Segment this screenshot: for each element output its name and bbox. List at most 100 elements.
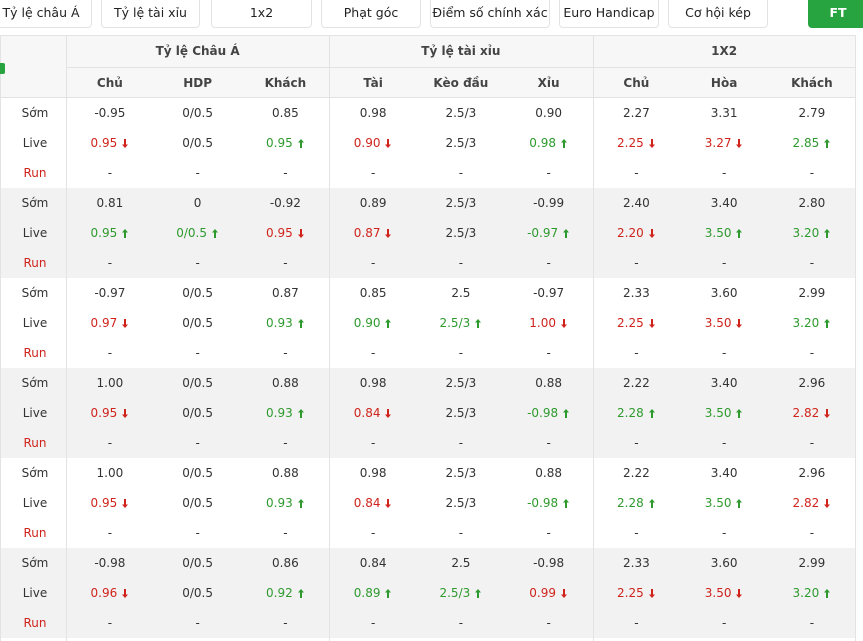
odds-value: 0.96 bbox=[90, 586, 118, 600]
odds-cell: - bbox=[370, 256, 376, 270]
trend-arrow bbox=[122, 138, 129, 148]
odds-cell: -0.97 bbox=[505, 218, 593, 248]
tab[interactable]: Tỷ lệ tài xỉu bbox=[101, 0, 200, 28]
row-label: Live bbox=[22, 316, 48, 330]
odds-cell: 2.96 bbox=[798, 376, 826, 390]
block-bg bbox=[0, 188, 855, 278]
odds-value: 3.20 bbox=[792, 586, 820, 600]
trend-arrow bbox=[824, 588, 831, 598]
odds-cell: -0.98 bbox=[533, 556, 565, 570]
odds-cell: 0.86 bbox=[272, 556, 299, 570]
odds-cell: - bbox=[721, 346, 727, 360]
odds-value: 0.98 bbox=[529, 136, 556, 150]
arrow-shape bbox=[385, 588, 392, 598]
odds-cell: 3.40 bbox=[710, 196, 738, 210]
odds-value: 1.00 bbox=[529, 316, 556, 330]
tab[interactable]: Phạt góc bbox=[321, 0, 421, 28]
arrow-shape bbox=[297, 498, 304, 508]
odds-cell: - bbox=[195, 346, 200, 360]
trend-arrow bbox=[122, 588, 129, 598]
odds-value: 3.50 bbox=[704, 496, 732, 510]
arrow-shape bbox=[385, 228, 392, 238]
column-header: Khách bbox=[791, 76, 833, 90]
odds-value: 2.82 bbox=[792, 496, 820, 510]
odds-cell: 2.5 bbox=[451, 556, 471, 570]
odds-cell: - bbox=[634, 616, 639, 630]
odds-cell: 3.31 bbox=[710, 106, 738, 120]
odds-value: -0.98 bbox=[527, 406, 559, 420]
trend-arrow bbox=[385, 498, 392, 508]
arrow-shape bbox=[385, 318, 392, 328]
odds-cell: 2.28 bbox=[593, 488, 681, 518]
arrow-shape bbox=[385, 138, 392, 148]
odds-cell: -0.98 bbox=[505, 398, 593, 428]
odds-cell: 2.82 bbox=[768, 398, 856, 428]
odds-cell: - bbox=[458, 166, 464, 180]
tab[interactable]: 1x2 bbox=[211, 0, 312, 28]
odds-value: 3.50 bbox=[704, 316, 732, 330]
arrow-shape bbox=[736, 138, 743, 148]
odds-value: -0.98 bbox=[527, 496, 559, 510]
odds-cell: 3.50 bbox=[680, 398, 768, 428]
odds-cell: 2.5/3 bbox=[445, 106, 477, 120]
odds-cell: - bbox=[546, 436, 551, 450]
block-bg bbox=[0, 458, 855, 548]
arrow-shape bbox=[475, 318, 482, 328]
odds-value: 0.95 bbox=[266, 226, 293, 240]
trend-arrow bbox=[824, 138, 831, 148]
odds-cell: - bbox=[458, 616, 464, 630]
odds-value: 2.25 bbox=[617, 136, 644, 150]
arrow-shape bbox=[824, 228, 831, 238]
odds-cell: - bbox=[721, 526, 727, 540]
odds-cell: 0.84 bbox=[359, 556, 387, 570]
odds-cell: 0.89 bbox=[359, 196, 387, 210]
odds-value: 2.82 bbox=[792, 406, 820, 420]
odds-cell: 0.99 bbox=[505, 578, 593, 608]
tab[interactable]: Cơ hội kép bbox=[668, 0, 768, 28]
row-label: Sớm bbox=[21, 556, 49, 570]
divider bbox=[0, 35, 1, 641]
expand-icon[interactable] bbox=[0, 63, 5, 74]
arrow-shape bbox=[563, 498, 570, 508]
odds-cell: 0.95 bbox=[66, 218, 154, 248]
odds-cell: - bbox=[283, 166, 288, 180]
odds-value: 2.5/3 bbox=[439, 316, 471, 330]
column-header: Hòa bbox=[710, 76, 738, 90]
column-header: HDP bbox=[183, 76, 213, 90]
arrow-shape bbox=[736, 498, 743, 508]
odds-cell: - bbox=[370, 436, 376, 450]
odds-cell: 3.50 bbox=[680, 218, 768, 248]
odds-cell: - bbox=[809, 526, 815, 540]
odds-cell: 2.22 bbox=[623, 376, 650, 390]
arrow-shape bbox=[297, 318, 304, 328]
arrow-shape bbox=[297, 408, 304, 418]
odds-cell: 0/0.5 bbox=[182, 136, 213, 150]
odds-cell: 0.85 bbox=[272, 106, 299, 120]
tab[interactable]: Euro Handicap bbox=[559, 0, 659, 28]
tab[interactable]: Điểm số chính xác bbox=[430, 0, 550, 28]
odds-cell: 0.90 bbox=[329, 128, 417, 158]
odds-cell: 0/0.5 bbox=[182, 466, 213, 480]
trend-arrow bbox=[385, 408, 392, 418]
trend-arrow bbox=[648, 138, 655, 148]
arrow-shape bbox=[824, 318, 831, 328]
row-label: Sớm bbox=[21, 196, 49, 210]
column-header: Chủ bbox=[623, 76, 650, 90]
odds-cell: 2.28 bbox=[593, 398, 681, 428]
tab[interactable]: Tỷ lệ châu Á bbox=[0, 0, 92, 28]
odds-cell: 0.81 bbox=[96, 196, 124, 210]
trend-arrow bbox=[736, 138, 743, 148]
odds-cell: - bbox=[721, 436, 727, 450]
trend-arrow bbox=[563, 408, 570, 418]
arrow-shape bbox=[475, 588, 482, 598]
odds-value: 3.50 bbox=[704, 586, 732, 600]
odds-cell: - bbox=[546, 526, 551, 540]
odds-cell: - bbox=[283, 436, 288, 450]
row-label: Sớm bbox=[21, 376, 49, 390]
odds-cell: - bbox=[107, 256, 113, 270]
ft-button[interactable]: FT bbox=[808, 0, 863, 28]
odds-value: 2.25 bbox=[617, 586, 644, 600]
odds-cell: 2.96 bbox=[798, 466, 826, 480]
arrow-shape bbox=[385, 498, 392, 508]
arrow-shape bbox=[563, 228, 570, 238]
